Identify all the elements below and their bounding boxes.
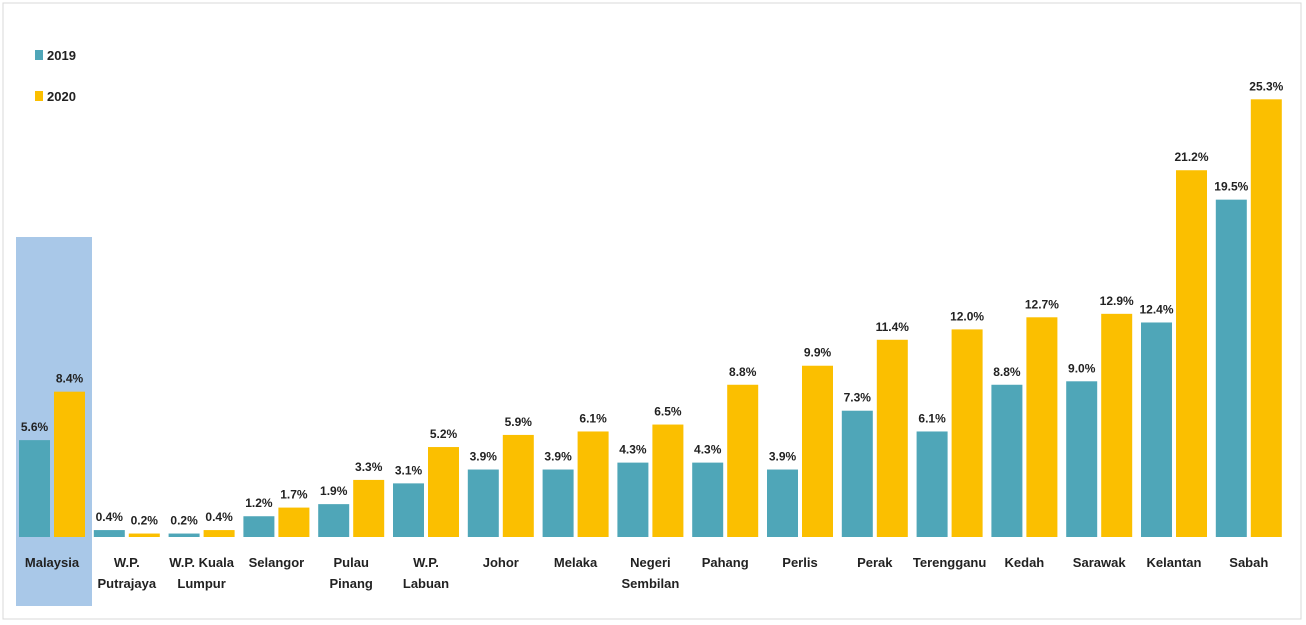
bar xyxy=(203,530,235,537)
bar xyxy=(93,530,125,537)
value-label: 0.4% xyxy=(96,510,124,524)
x-tick-label: Kelantan xyxy=(1146,555,1202,570)
x-tick-label: Selangor xyxy=(248,555,305,570)
bar xyxy=(1026,317,1058,537)
x-tick-label: W.P. Labuan xyxy=(402,555,450,591)
bar xyxy=(542,469,574,537)
x-tick-label: Sarawak xyxy=(1072,555,1126,570)
x-tick-label: Malaysia xyxy=(24,555,80,570)
bar xyxy=(1101,313,1133,537)
bar xyxy=(278,507,310,537)
bar xyxy=(991,384,1023,537)
bar xyxy=(1176,170,1207,538)
value-label: 6.1% xyxy=(579,411,607,425)
x-tick-label: Negeri Sembilan xyxy=(621,555,680,591)
x-tick-label: Terengganu xyxy=(912,555,987,570)
bar xyxy=(577,431,609,537)
value-label: 1.7% xyxy=(280,488,308,502)
x-tick-label: Perak xyxy=(857,555,893,570)
bar xyxy=(318,504,350,537)
value-label: 19.5% xyxy=(1214,180,1248,194)
value-label: 12.0% xyxy=(950,309,984,323)
x-tick-label: Sabah xyxy=(1229,555,1269,570)
value-label: 8.8% xyxy=(993,365,1021,379)
legend-swatch xyxy=(35,50,43,60)
bar xyxy=(243,516,275,537)
x-tick-label: Pulau Pinang xyxy=(329,555,373,591)
bar xyxy=(727,384,759,537)
value-label: 3.9% xyxy=(470,450,498,464)
value-label: 21.2% xyxy=(1174,150,1208,164)
bar xyxy=(767,469,798,537)
value-label: 9.9% xyxy=(804,346,832,360)
value-label: 5.2% xyxy=(430,427,458,441)
x-tick-label: W.P. Putrajaya xyxy=(97,555,157,591)
bar xyxy=(353,479,385,537)
bar xyxy=(128,533,160,537)
bar xyxy=(916,431,948,537)
bar xyxy=(692,462,724,537)
bar xyxy=(1250,99,1282,537)
legend-swatch xyxy=(35,91,43,101)
value-label: 0.2% xyxy=(170,514,198,528)
value-label: 4.3% xyxy=(694,443,722,457)
value-label: 12.4% xyxy=(1139,302,1173,316)
value-label: 3.3% xyxy=(355,460,383,474)
value-label: 3.9% xyxy=(769,450,797,464)
bar xyxy=(19,440,50,537)
bar xyxy=(1215,199,1247,537)
value-label: 0.2% xyxy=(131,514,159,528)
value-label: 11.4% xyxy=(876,320,910,334)
bar xyxy=(168,533,200,537)
value-label: 6.1% xyxy=(918,411,946,425)
legend-label: 2019 xyxy=(47,48,76,63)
bar xyxy=(1141,322,1172,537)
value-label: 7.3% xyxy=(844,391,872,405)
x-tick-label: Melaka xyxy=(553,555,598,570)
bar xyxy=(467,469,499,537)
value-label: 9.0% xyxy=(1068,361,1096,375)
legend-label: 2020 xyxy=(47,89,76,104)
value-label: 5.6% xyxy=(21,420,49,434)
bar xyxy=(1066,381,1098,537)
bar xyxy=(502,434,534,537)
value-label: 12.7% xyxy=(1025,297,1059,311)
bar xyxy=(876,339,908,537)
x-tick-label: Perlis xyxy=(782,555,818,570)
bar xyxy=(841,410,873,537)
bar xyxy=(54,391,85,537)
value-label: 3.1% xyxy=(395,463,423,477)
bar xyxy=(428,447,459,537)
value-label: 25.3% xyxy=(1249,79,1283,93)
bar xyxy=(802,365,833,537)
value-label: 6.5% xyxy=(654,405,682,419)
value-label: 1.9% xyxy=(320,484,348,498)
value-label: 12.9% xyxy=(1100,294,1134,308)
x-tick-label: Pahang xyxy=(701,555,749,570)
value-label: 0.4% xyxy=(205,510,233,524)
value-label: 8.4% xyxy=(56,372,84,386)
x-tick-label: Johor xyxy=(482,555,519,570)
bar xyxy=(652,424,684,537)
x-tick-label: W.P. Kuala Lumpur xyxy=(169,555,234,591)
bar xyxy=(393,483,424,537)
bar xyxy=(617,462,649,537)
value-label: 3.9% xyxy=(544,450,572,464)
value-label: 4.3% xyxy=(619,443,647,457)
bar xyxy=(951,329,983,537)
value-label: 5.9% xyxy=(505,415,533,429)
value-label: 1.2% xyxy=(245,496,273,510)
value-label: 8.8% xyxy=(729,365,757,379)
x-tick-label: Kedah xyxy=(1004,555,1045,570)
